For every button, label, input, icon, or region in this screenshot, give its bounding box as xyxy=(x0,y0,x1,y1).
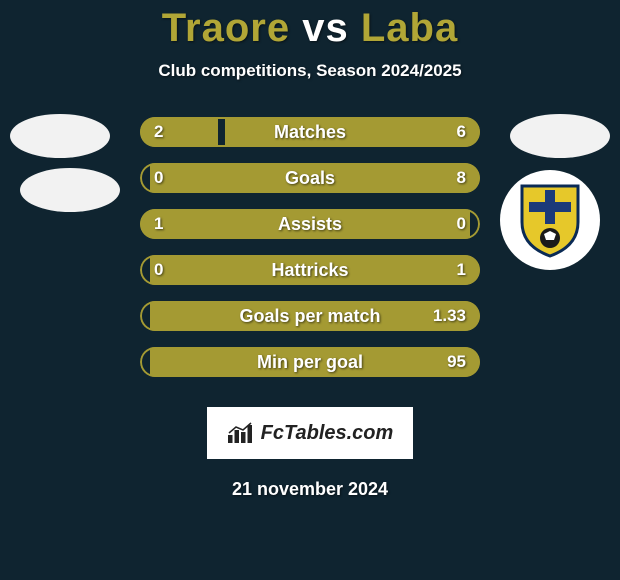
stat-row: 0 Hattricks 1 xyxy=(140,255,480,285)
stat-label: Goals xyxy=(285,168,335,189)
stat-label: Assists xyxy=(278,214,342,235)
stat-row: 0 Goals 8 xyxy=(140,163,480,193)
title-vs: vs xyxy=(302,6,349,50)
bar-chart-icon xyxy=(227,422,255,444)
stat-value-right: 1 xyxy=(457,260,466,280)
title-player1: Traore xyxy=(162,6,290,50)
player2-club-badge xyxy=(500,170,600,270)
stat-value-right: 0 xyxy=(457,214,466,234)
stat-label: Goals per match xyxy=(239,306,380,327)
logo-text: FcTables.com xyxy=(261,422,394,445)
stat-value-left: 1 xyxy=(154,214,163,234)
stat-value-right: 6 xyxy=(457,122,466,142)
title-player2: Laba xyxy=(361,6,458,50)
shield-icon xyxy=(517,182,583,258)
snapshot-date: 21 november 2024 xyxy=(232,479,388,500)
player1-club-badge xyxy=(20,168,120,212)
stat-value-right: 1.33 xyxy=(433,306,466,326)
player2-avatar xyxy=(510,114,610,158)
stat-row: 2 Matches 6 xyxy=(140,117,480,147)
stat-label: Matches xyxy=(274,122,346,143)
stat-row: Min per goal 95 xyxy=(140,347,480,377)
stat-row: 1 Assists 0 xyxy=(140,209,480,239)
stat-value-left: 0 xyxy=(154,260,163,280)
stat-row: Goals per match 1.33 xyxy=(140,301,480,331)
stat-label: Hattricks xyxy=(271,260,348,281)
stat-value-right: 95 xyxy=(447,352,466,372)
subtitle: Club competitions, Season 2024/2025 xyxy=(158,61,461,81)
stat-left-fill xyxy=(140,117,218,147)
stat-value-left: 2 xyxy=(154,122,163,142)
comparison-card: Traore vs Laba Club competitions, Season… xyxy=(0,0,620,580)
fctables-logo: FcTables.com xyxy=(207,407,413,459)
stat-value-right: 8 xyxy=(457,168,466,188)
stat-value-left: 0 xyxy=(154,168,163,188)
stat-right-fill xyxy=(225,117,480,147)
page-title: Traore vs Laba xyxy=(162,6,458,51)
player1-avatar xyxy=(10,114,110,158)
stat-label: Min per goal xyxy=(257,352,363,373)
